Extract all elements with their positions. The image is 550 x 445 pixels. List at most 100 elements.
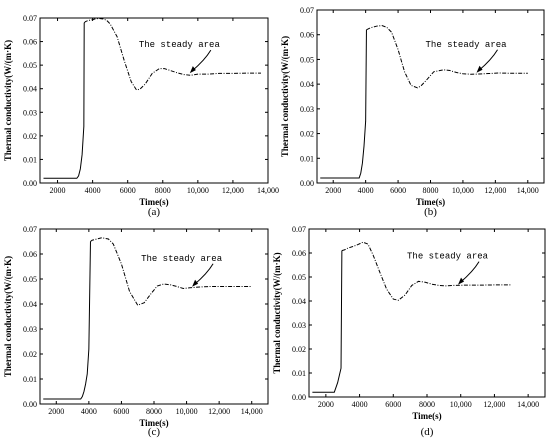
x-tick-label: 10,000 xyxy=(176,407,198,416)
y-tick-label: 0.06 xyxy=(292,249,306,258)
arrow-head-icon xyxy=(192,279,199,287)
y-tick-label: 0.04 xyxy=(23,85,37,94)
annotation-arrow xyxy=(478,49,498,72)
x-tick-label: 6000 xyxy=(113,407,129,416)
panel-d: 0.00 0.01 0.02 0.03 0.04 0.05 0.06 0.07 2000 4000… xyxy=(272,225,546,438)
y-axis-title: Thermal conductivity(W/(m·K) xyxy=(272,252,282,373)
panel-label: (b) xyxy=(424,206,437,218)
x-tick-label: 12,000 xyxy=(484,186,506,195)
x-tick-label: 14,000 xyxy=(257,186,279,195)
x-tick-label: 8000 xyxy=(146,407,162,416)
y-tick-label: 0.04 xyxy=(23,300,37,309)
x-tick-label: 8000 xyxy=(419,400,435,409)
series-line-rise xyxy=(320,29,367,179)
arrow-head-icon xyxy=(476,65,483,73)
series-line xyxy=(366,25,528,89)
annotation-text: The steady area xyxy=(426,40,508,50)
series-line xyxy=(90,237,252,306)
x-tick-label: 14,000 xyxy=(241,407,263,416)
y-axis-title: Thermal conductivity(W/(m·K) xyxy=(3,256,13,377)
y-tick-label: 0.05 xyxy=(23,275,37,284)
y-tick-label: 0.04 xyxy=(300,80,314,89)
x-tick-label: 6000 xyxy=(120,186,136,195)
y-tick-label: 0.03 xyxy=(23,325,37,334)
x-tick-label: 6000 xyxy=(390,186,406,195)
x-tick-label: 4000 xyxy=(81,407,97,416)
annotation-text: The steady area xyxy=(141,254,223,264)
y-tick-label: 0.05 xyxy=(23,61,37,70)
y-tick-label: 0.03 xyxy=(23,108,37,117)
annotation-text: The steady area xyxy=(139,40,221,50)
series-line-rise xyxy=(312,250,343,393)
panel-label: (a) xyxy=(148,206,161,218)
y-tick-label: 0.07 xyxy=(300,6,314,15)
y-tick-label: 0.02 xyxy=(300,130,314,139)
x-axis-title: Time(s) xyxy=(139,418,168,428)
y-tick-label: 0.06 xyxy=(23,250,37,259)
y-tick-label: 0.00 xyxy=(23,400,37,409)
y-tick-label: 0.02 xyxy=(23,132,37,141)
x-tick-label: 4000 xyxy=(85,186,101,195)
y-tick-label: 0.05 xyxy=(292,273,306,282)
y-tick-label: 0.00 xyxy=(292,393,306,402)
x-tick-label: 2000 xyxy=(325,186,341,195)
x-tick-label: 10,000 xyxy=(452,186,474,195)
annotation-arrow xyxy=(191,49,212,72)
y-tick-label: 0.01 xyxy=(23,155,37,164)
arrow-head-icon xyxy=(458,277,465,285)
x-tick-label: 10,000 xyxy=(187,186,209,195)
series-line-rise xyxy=(43,241,91,400)
panel-label: (d) xyxy=(421,426,434,438)
x-tick-label: 2000 xyxy=(318,400,334,409)
x-tick-label: 12,000 xyxy=(222,186,244,195)
series-line xyxy=(341,241,512,301)
x-tick-label: 14,000 xyxy=(517,400,539,409)
y-tick-label: 0.04 xyxy=(292,297,306,306)
x-tick-label: 8000 xyxy=(155,186,171,195)
y-tick-label: 0.03 xyxy=(300,105,314,114)
annotation-arrow xyxy=(459,261,480,284)
x-tick-label: 4000 xyxy=(358,186,374,195)
y-tick-label: 0.05 xyxy=(300,55,314,64)
x-tick-label: 10,000 xyxy=(450,400,472,409)
y-axis-title: Thermal conductivity(W/(m·K) xyxy=(280,36,290,157)
x-tick-label: 8000 xyxy=(423,186,439,195)
y-tick-label: 0.06 xyxy=(300,31,314,40)
x-tick-label: 6000 xyxy=(385,400,401,409)
panel-label: (c) xyxy=(148,426,161,438)
x-tick-label: 14,000 xyxy=(517,186,539,195)
y-tick-label: 0.02 xyxy=(23,350,37,359)
y-tick-label: 0.06 xyxy=(23,38,37,47)
x-tick-label: 2000 xyxy=(48,407,64,416)
plot-frame xyxy=(39,17,269,184)
y-tick-label: 0.00 xyxy=(300,179,314,188)
series-line-rise xyxy=(43,22,85,179)
x-tick-label: 12,000 xyxy=(208,407,230,416)
annotation-text: The steady area xyxy=(407,252,489,262)
x-axis-title: Time(s) xyxy=(412,411,441,421)
y-tick-label: 0.00 xyxy=(23,179,37,188)
x-tick-label: 2000 xyxy=(50,186,66,195)
x-tick-label: 4000 xyxy=(352,400,368,409)
plot-frame xyxy=(316,9,545,184)
y-tick-label: 0.03 xyxy=(292,321,306,330)
annotation-arrow xyxy=(193,263,214,286)
y-tick-label: 0.01 xyxy=(300,154,314,163)
panel-b: 0.00 0.01 0.02 0.03 0.04 0.05 0.06 0.07 2000 4000… xyxy=(280,6,545,218)
y-tick-label: 0.07 xyxy=(23,14,37,23)
series-line xyxy=(83,17,261,91)
y-tick-label: 0.02 xyxy=(292,345,306,354)
y-tick-label: 0.07 xyxy=(292,225,306,234)
panel-c: 0.00 0.01 0.02 0.03 0.04 0.05 0.06 0.07 2000 4000… xyxy=(3,225,269,438)
y-tick-label: 0.01 xyxy=(292,369,306,378)
x-tick-label: 12,000 xyxy=(483,400,505,409)
y-tick-label: 0.07 xyxy=(23,225,37,234)
y-tick-label: 0.01 xyxy=(23,375,37,384)
arrow-head-icon xyxy=(189,66,196,74)
panel-a: 0.00 0.01 0.02 0.03 0.04 0.05 0.06 0.07 2000 4000… xyxy=(3,14,279,218)
x-axis-title: Time(s) xyxy=(416,197,445,207)
x-axis-title: Time(s) xyxy=(139,197,168,207)
y-axis-title: Thermal conductivity(W/(m·K) xyxy=(3,40,13,161)
